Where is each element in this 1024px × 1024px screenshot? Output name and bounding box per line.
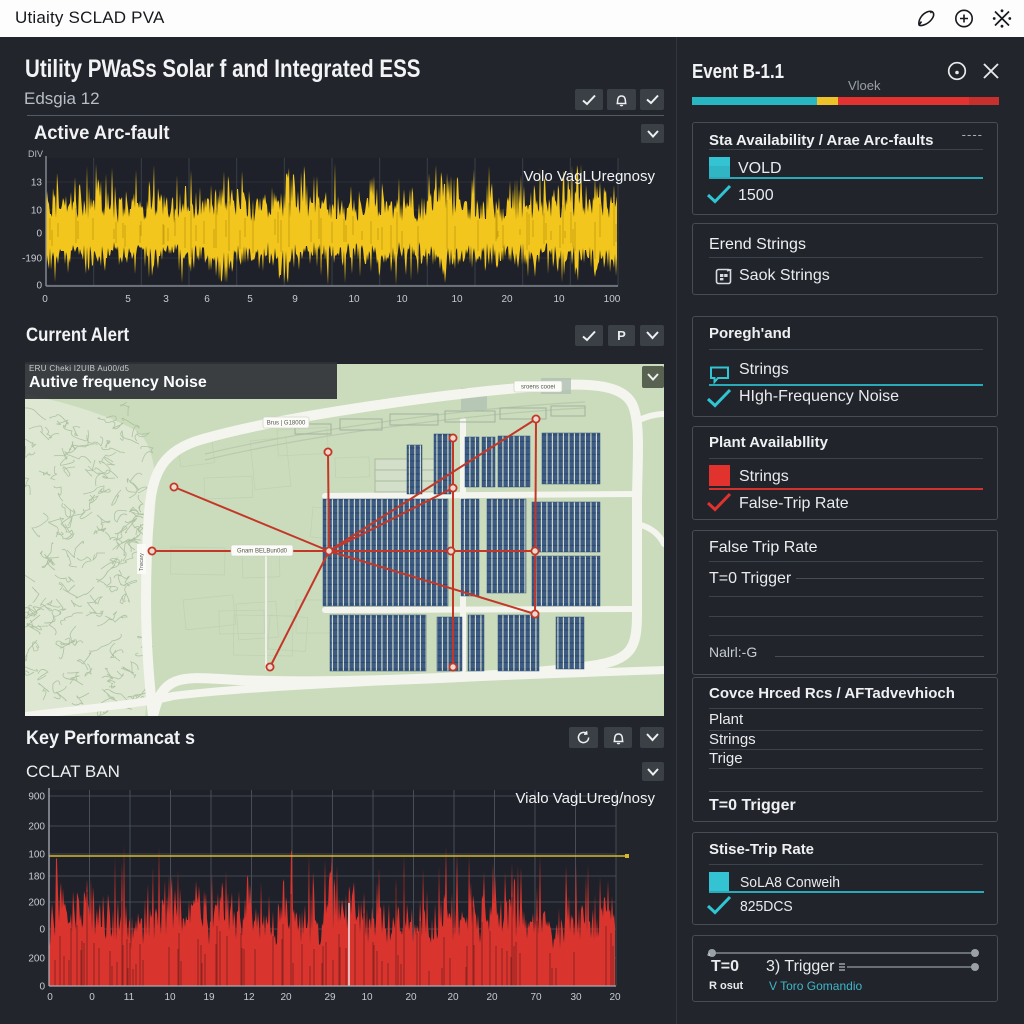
svg-text:11: 11: [124, 992, 135, 1003]
svg-text:10: 10: [451, 294, 463, 305]
svg-text:0: 0: [42, 294, 48, 305]
svg-text:0: 0: [89, 992, 95, 1003]
svg-text:9: 9: [292, 294, 298, 305]
svg-text:20: 20: [486, 992, 498, 1003]
svg-text:10: 10: [348, 294, 360, 305]
svg-text:70: 70: [530, 992, 542, 1003]
svg-text:10: 10: [553, 294, 565, 305]
svg-text:20: 20: [280, 992, 292, 1003]
svg-text:10: 10: [164, 992, 176, 1003]
svg-text:200: 200: [28, 898, 45, 909]
svg-text:10: 10: [361, 992, 373, 1003]
svg-text:-190: -190: [22, 254, 42, 265]
svg-text:900: 900: [28, 792, 45, 803]
svg-text:0: 0: [47, 992, 53, 1003]
svg-text:6: 6: [204, 294, 210, 305]
svg-text:Gnam BELBun0d0: Gnam BELBun0d0: [237, 549, 288, 555]
svg-text:0: 0: [36, 281, 42, 292]
svg-text:5: 5: [247, 294, 253, 305]
svg-text:200: 200: [28, 822, 45, 833]
svg-text:20: 20: [501, 294, 513, 305]
svg-text:Tnxcary: Tnxcary: [139, 553, 145, 571]
svg-text:10: 10: [396, 294, 408, 305]
svg-text:Brus | G18000: Brus | G18000: [267, 421, 306, 427]
svg-text:0: 0: [39, 982, 45, 993]
svg-text:20: 20: [447, 992, 459, 1003]
svg-text:10: 10: [31, 206, 43, 217]
svg-text:12: 12: [243, 992, 255, 1003]
svg-text:5: 5: [125, 294, 131, 305]
svg-text:20: 20: [405, 992, 417, 1003]
svg-text:3: 3: [163, 294, 169, 305]
svg-text:19: 19: [203, 992, 215, 1003]
svg-text:30: 30: [570, 992, 582, 1003]
svg-text:29: 29: [324, 992, 336, 1003]
svg-text:0: 0: [36, 229, 42, 240]
svg-text:100: 100: [28, 850, 45, 861]
svg-text:0: 0: [39, 925, 45, 936]
svg-text:100: 100: [604, 294, 621, 305]
svg-text:200: 200: [28, 954, 45, 965]
svg-text:20: 20: [609, 992, 621, 1003]
svg-text:13: 13: [31, 178, 43, 189]
svg-text:180: 180: [28, 872, 45, 883]
svg-text:sroens cooei: sroens cooei: [521, 385, 555, 391]
